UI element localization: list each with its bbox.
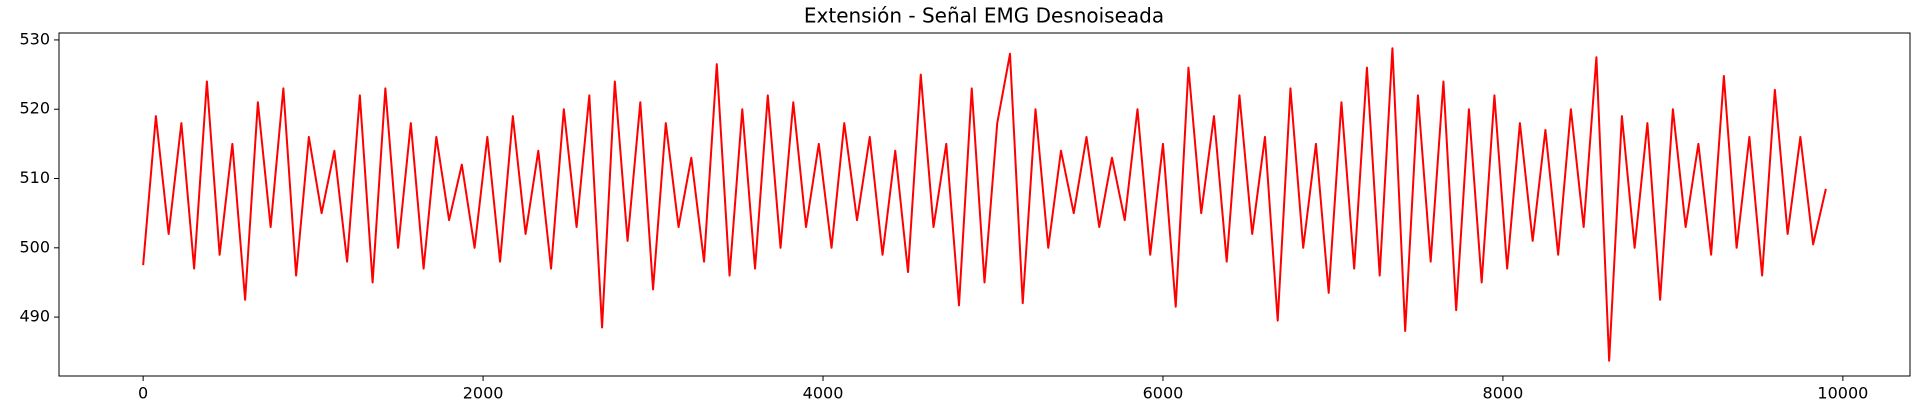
- y-tick-label: 490: [19, 307, 50, 326]
- x-tick-label: 4000: [803, 384, 844, 403]
- x-tick-label: 6000: [1143, 384, 1184, 403]
- x-tick-label: 2000: [463, 384, 504, 403]
- x-tick-label: 10000: [1817, 384, 1868, 403]
- plot-frame: [58, 32, 1911, 377]
- x-tick-label: 8000: [1483, 384, 1524, 403]
- y-tick-label: 520: [19, 99, 50, 118]
- line-series: [142, 47, 1827, 362]
- x-tick-label: 0: [138, 384, 148, 403]
- chart-title: Extensión - Señal EMG Desnoiseada: [804, 4, 1164, 28]
- y-tick-label: 530: [19, 29, 50, 48]
- y-tick-label: 500: [19, 237, 50, 256]
- y-tick-label: 510: [19, 168, 50, 187]
